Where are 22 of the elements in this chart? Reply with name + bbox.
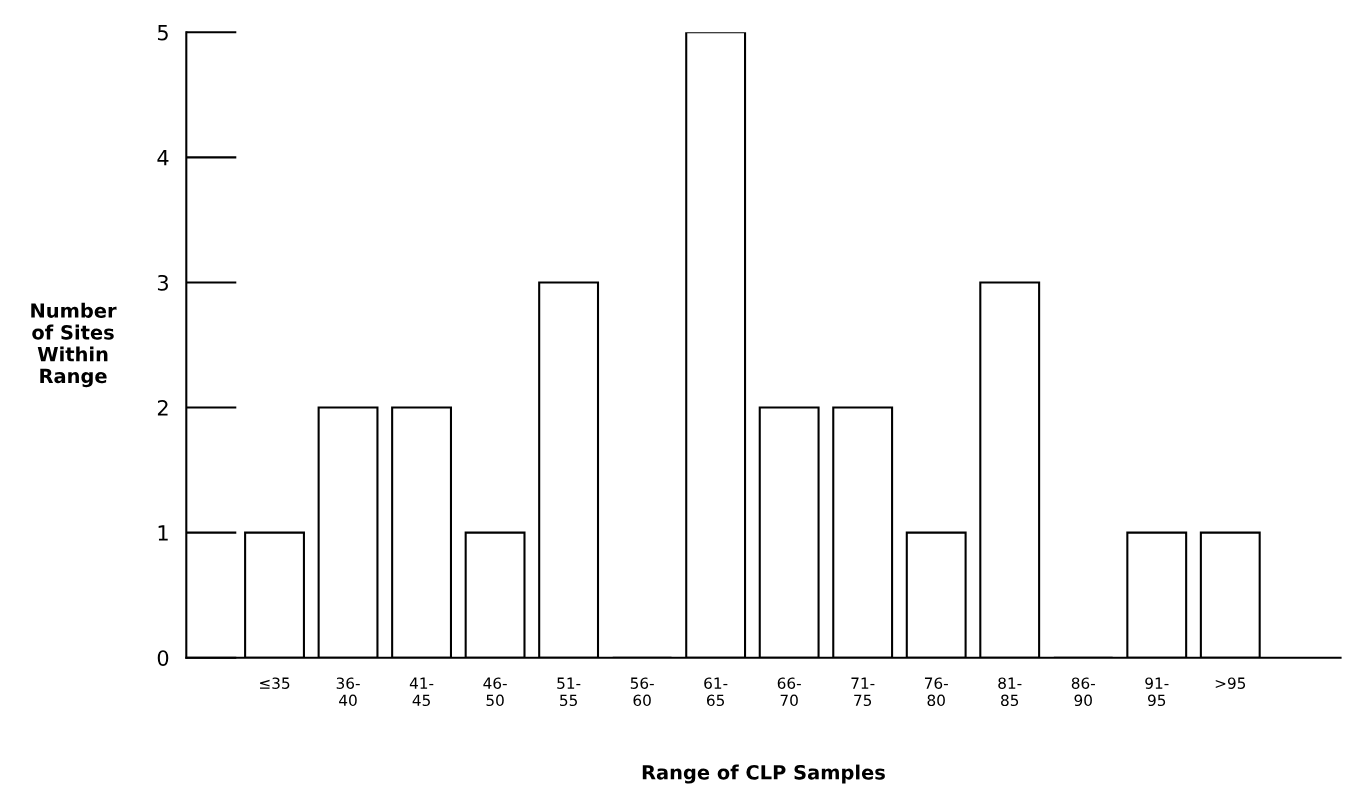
y-tick-label: 0 — [157, 650, 169, 666]
x-tick-label: 36- 40 — [336, 677, 360, 707]
x-tick-label: 86- 90 — [1071, 677, 1095, 707]
y-tick-label: 2 — [157, 399, 168, 416]
x-tick-label: >95 — [1215, 677, 1246, 689]
x-tick-label: 71- 75 — [851, 677, 875, 707]
x-tick-label: 56- 60 — [630, 677, 654, 707]
x-tick-label: 61- 65 — [704, 677, 728, 707]
y-tick-label: 5 — [157, 25, 168, 41]
x-tick-label: ≤35 — [260, 677, 290, 689]
x-tick-label: 46- 50 — [483, 677, 507, 707]
y-tick-label: 3 — [157, 274, 168, 291]
x-tick-label: 51- 55 — [557, 677, 581, 707]
x-tick-label: 66- 70 — [777, 677, 801, 707]
x-axis-title: Range of CLP Samples — [642, 764, 885, 784]
y-tick-label: 1 — [158, 525, 168, 541]
y-tick-label: 4 — [157, 150, 169, 166]
x-tick-label: 81- 85 — [998, 677, 1022, 707]
x-tick-label: 91- 95 — [1145, 677, 1169, 707]
x-tick-label: 41- 45 — [409, 677, 434, 707]
y-axis-title: Number of Sites Within Range — [31, 302, 117, 388]
x-tick-label: 76- 80 — [924, 677, 948, 707]
